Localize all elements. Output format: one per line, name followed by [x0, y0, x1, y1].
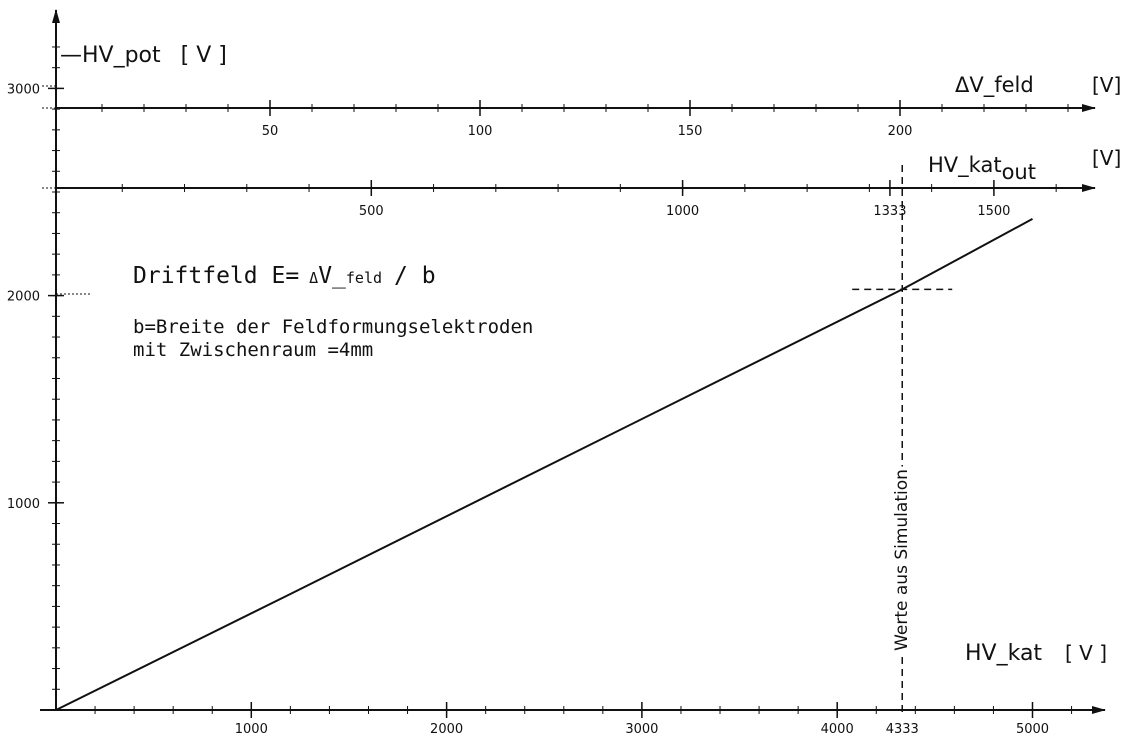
annotation-line-2: mit Zwischenraum =4mm [133, 339, 373, 361]
feld-axis-ticks: 50 100 150 200 [262, 100, 913, 139]
out-axis-ticks: 500 1000 1333 1500 [359, 180, 1011, 219]
annotation-line-1: b=Breite der Feldformungselektroden [133, 316, 533, 338]
y-axis-title: —HV_pot[ V ] [60, 43, 227, 68]
feld-axis-title: ΔV_feld [955, 73, 1034, 98]
y-tick-label: 2000 [7, 290, 40, 305]
out-tick-label: 1500 [977, 204, 1010, 219]
x-tick-label: 2000 [430, 722, 463, 735]
out-tick-label: 1000 [666, 204, 699, 219]
y-tick-label: 1000 [7, 497, 40, 512]
y-axis-label: HV_pot [82, 43, 161, 68]
marker-vertical-note: Werte aus Simulation [892, 469, 912, 651]
formula-delta: Δ [309, 269, 318, 287]
x-axis-unit: [ V ] [1065, 641, 1107, 665]
out-axis-title: HV_katout [928, 153, 1036, 184]
out-tick-label: 500 [359, 204, 384, 219]
x-tick-label: 4000 [821, 722, 854, 735]
feld-tick-label: 50 [262, 124, 279, 139]
feld-tick-label: 150 [678, 124, 703, 139]
out-axis-subscript: out [1002, 160, 1036, 184]
feld-axis-unit: [V] [1092, 73, 1121, 97]
out-axis-unit: [V] [1092, 146, 1121, 170]
formula-prefix: Driftfeld E= [133, 263, 299, 289]
formula-var: V_ [318, 263, 346, 289]
out-axis-label: HV_kat [928, 153, 1002, 178]
formula-annotation: Driftfeld E= ΔV_feld / b [133, 263, 436, 289]
feld-tick-label: 200 [888, 124, 913, 139]
y-tick-label: 3000 [7, 82, 40, 97]
feld-tick-label: 100 [468, 124, 493, 139]
x-tick-label: 1000 [235, 722, 268, 735]
y-axis-unit: [ V ] [181, 43, 227, 68]
x-tick-label: 3000 [625, 722, 658, 735]
formula-suffix: / b [394, 263, 436, 289]
x-axis-title: HV_kat [965, 641, 1042, 666]
marker-x-label: 4333 [886, 722, 919, 735]
x-axis-ticks: 1000 2000 3000 4000 5000 [235, 702, 1049, 735]
series-line [56, 219, 1033, 710]
formula-sub: feld [346, 269, 382, 287]
x-tick-label: 5000 [1016, 722, 1049, 735]
